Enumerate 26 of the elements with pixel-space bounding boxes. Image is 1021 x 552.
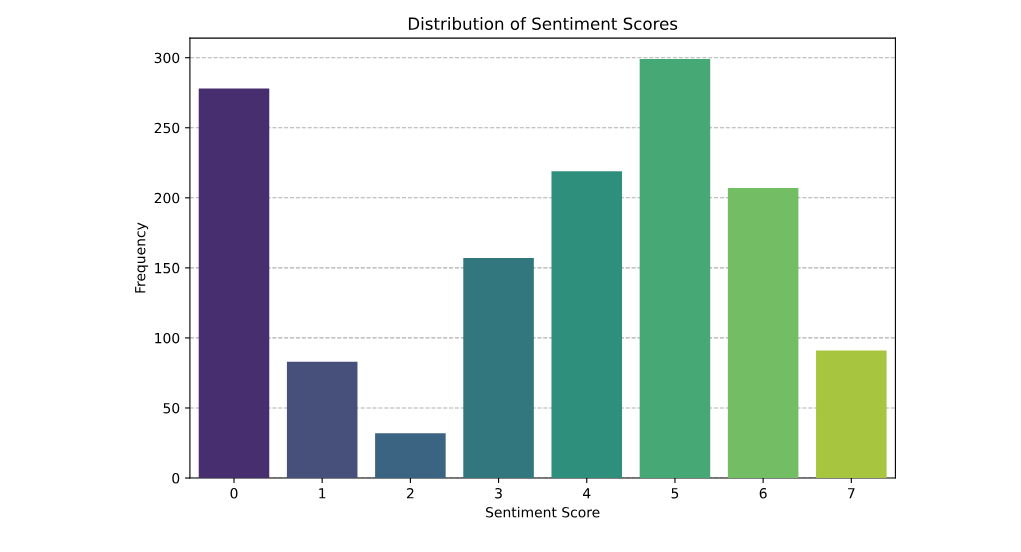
y-tick-label: 150 bbox=[155, 262, 180, 274]
y-tick-label: 200 bbox=[154, 192, 180, 204]
x-tick-label: 5 bbox=[671, 488, 679, 499]
bar bbox=[639, 59, 711, 479]
x-tick-label: 2 bbox=[406, 488, 414, 499]
bar bbox=[286, 361, 358, 479]
bar bbox=[727, 188, 799, 479]
x-axis-title: Sentiment Score bbox=[486, 506, 600, 518]
x-tick-label: 6 bbox=[759, 488, 767, 499]
y-tick-label: 300 bbox=[154, 52, 180, 64]
x-tick-label: 7 bbox=[848, 488, 855, 499]
y-tick-label: 250 bbox=[154, 122, 180, 134]
bar bbox=[375, 433, 446, 479]
bar bbox=[551, 171, 623, 479]
y-axis-title: Frequency bbox=[135, 222, 149, 293]
chart-title: Distribution of Sentiment Scores bbox=[408, 17, 678, 30]
y-tick-label: 50 bbox=[163, 402, 180, 414]
bar bbox=[816, 350, 887, 479]
x-tick-label: 4 bbox=[583, 488, 591, 499]
x-tick-label: 3 bbox=[495, 488, 502, 499]
x-tick-label: 0 bbox=[230, 488, 238, 499]
y-tick-label: 0 bbox=[172, 473, 180, 484]
bar bbox=[198, 88, 270, 479]
y-tick-label: 100 bbox=[155, 332, 180, 344]
bar bbox=[463, 258, 534, 479]
x-tick-label: 1 bbox=[319, 488, 326, 499]
